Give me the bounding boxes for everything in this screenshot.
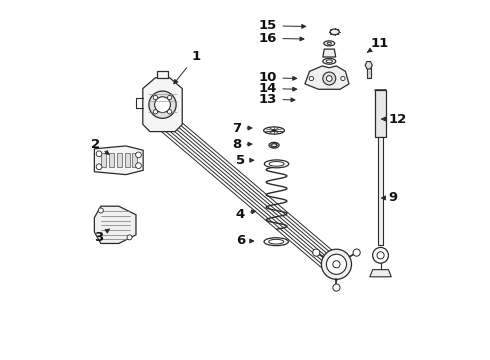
Circle shape <box>136 163 141 168</box>
Polygon shape <box>323 49 336 57</box>
Circle shape <box>168 95 172 100</box>
Circle shape <box>321 249 351 279</box>
Polygon shape <box>370 270 392 277</box>
Circle shape <box>168 110 172 114</box>
Circle shape <box>341 76 345 81</box>
Circle shape <box>373 247 389 263</box>
Bar <box>124 153 129 167</box>
Text: 9: 9 <box>382 192 397 204</box>
Ellipse shape <box>265 160 289 168</box>
Polygon shape <box>143 78 182 132</box>
Text: 16: 16 <box>259 32 304 45</box>
Text: 7: 7 <box>232 122 252 135</box>
Ellipse shape <box>264 127 285 134</box>
Polygon shape <box>365 62 372 69</box>
Bar <box>378 137 383 244</box>
Text: 3: 3 <box>94 229 109 244</box>
Bar <box>367 65 371 78</box>
Text: 11: 11 <box>368 37 389 52</box>
Circle shape <box>323 72 336 85</box>
Circle shape <box>333 284 340 291</box>
Circle shape <box>155 97 171 113</box>
Circle shape <box>333 261 340 268</box>
Circle shape <box>353 249 360 256</box>
Ellipse shape <box>330 29 339 35</box>
Bar <box>132 153 137 167</box>
Ellipse shape <box>269 162 284 166</box>
Circle shape <box>326 254 346 274</box>
Circle shape <box>149 91 176 118</box>
Circle shape <box>136 152 141 158</box>
Polygon shape <box>95 146 143 175</box>
Bar <box>109 153 114 167</box>
Text: 10: 10 <box>259 71 297 84</box>
Bar <box>101 153 106 167</box>
Ellipse shape <box>323 58 336 64</box>
Circle shape <box>313 249 320 256</box>
Ellipse shape <box>271 144 276 147</box>
Polygon shape <box>95 206 136 243</box>
Ellipse shape <box>264 238 289 246</box>
Polygon shape <box>157 71 168 78</box>
Bar <box>117 153 122 167</box>
Ellipse shape <box>324 41 335 46</box>
Circle shape <box>96 164 102 170</box>
Text: 13: 13 <box>259 93 295 106</box>
Circle shape <box>326 76 332 81</box>
Circle shape <box>96 151 102 157</box>
Polygon shape <box>305 66 349 89</box>
Circle shape <box>153 110 158 114</box>
Ellipse shape <box>326 60 333 63</box>
Circle shape <box>98 208 103 213</box>
Circle shape <box>127 235 132 240</box>
Text: 4: 4 <box>236 208 256 221</box>
Text: 5: 5 <box>236 154 254 167</box>
Bar <box>375 90 386 137</box>
Text: 15: 15 <box>259 19 306 32</box>
Ellipse shape <box>269 239 284 244</box>
Text: 1: 1 <box>174 50 200 84</box>
Text: 6: 6 <box>236 234 254 247</box>
Ellipse shape <box>327 42 331 44</box>
Circle shape <box>309 76 314 81</box>
Ellipse shape <box>325 51 333 55</box>
Text: 14: 14 <box>259 82 297 95</box>
Text: 8: 8 <box>232 138 252 150</box>
Text: 12: 12 <box>382 113 407 126</box>
Ellipse shape <box>272 130 276 132</box>
Circle shape <box>377 252 384 259</box>
Ellipse shape <box>269 142 279 148</box>
Circle shape <box>153 95 158 100</box>
Text: 2: 2 <box>91 138 109 154</box>
